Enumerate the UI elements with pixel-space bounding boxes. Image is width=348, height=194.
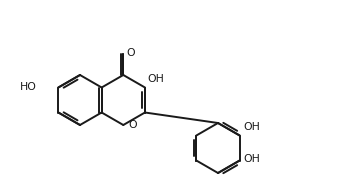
Text: O: O xyxy=(126,48,135,58)
Text: HO: HO xyxy=(19,81,36,92)
Text: OH: OH xyxy=(244,154,261,165)
Text: O: O xyxy=(128,120,137,130)
Text: OH: OH xyxy=(244,121,261,132)
Text: OH: OH xyxy=(147,74,164,83)
